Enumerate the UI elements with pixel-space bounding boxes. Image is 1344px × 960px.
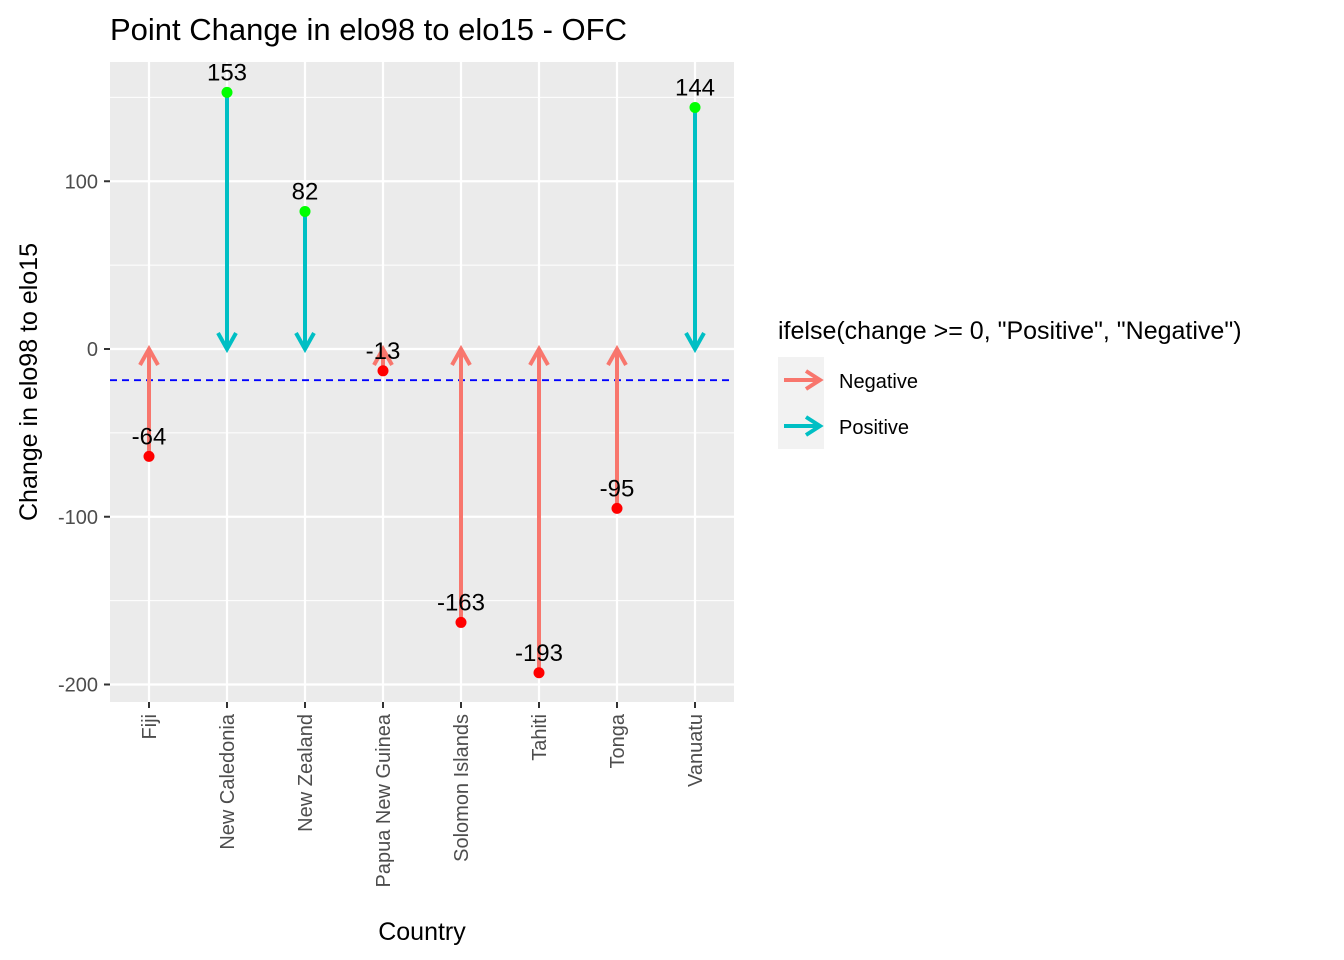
legend-key-background — [778, 357, 824, 449]
data-point — [299, 205, 311, 217]
data-point — [221, 86, 233, 98]
data-label-layer: -64 153 82 -13 -163 -193 -95 144 — [132, 59, 715, 666]
data-label: 153 — [207, 59, 247, 86]
x-tick-label: New Caledonia — [217, 713, 239, 850]
arrow-head — [372, 344, 394, 366]
y-axis: 100 0 -100 -200 — [58, 171, 110, 697]
y-tick-label: -100 — [58, 507, 98, 529]
x-tick-label: Vanuatu — [685, 714, 707, 787]
data-point — [533, 667, 545, 679]
grid-minor — [110, 96, 734, 602]
data-point — [455, 616, 467, 628]
legend-title: ifelse(change >= 0, "Positive", "Negativ… — [778, 317, 1242, 345]
y-tick-label: -200 — [58, 675, 98, 697]
plot-panel — [110, 62, 734, 702]
legend-label: Positive — [839, 417, 909, 439]
x-tick-label: Fiji — [139, 714, 161, 740]
x-tick-label: Papua New Guinea — [373, 713, 395, 887]
y-axis-title: Change in elo98 to elo15 — [15, 243, 43, 521]
arrow-head — [216, 332, 238, 354]
arrow-head — [606, 344, 628, 366]
data-label: -64 — [132, 423, 167, 450]
data-point — [143, 450, 155, 462]
x-tick-label: Solomon Islands — [451, 714, 473, 862]
y-tick-label: 100 — [65, 171, 98, 193]
data-label: -95 — [600, 475, 635, 502]
arrow-head — [294, 332, 316, 354]
data-point — [689, 101, 701, 113]
chart-title: Point Change in elo98 to elo15 - OFC — [110, 12, 627, 47]
data-label: -163 — [437, 589, 485, 616]
data-point — [377, 365, 389, 377]
x-tick-label: Tonga — [607, 713, 629, 768]
data-label: -13 — [366, 338, 401, 365]
legend-items: Negative Positive — [784, 369, 918, 439]
legend-key-arrowhead — [804, 369, 824, 391]
data-label: 82 — [292, 178, 319, 205]
arrow-head — [450, 344, 472, 366]
x-axis: Fiji New Caledonia New Zealand Papua New Gu… — [139, 702, 707, 887]
arrow-head — [684, 332, 706, 354]
arrow-head — [528, 344, 550, 366]
legend-label: Negative — [839, 371, 918, 393]
legend-key-arrowhead — [804, 415, 824, 437]
x-axis-title: Country — [378, 918, 466, 946]
x-tick-label: Tahiti — [529, 714, 551, 761]
data-point — [611, 502, 623, 514]
data-label: -193 — [515, 640, 563, 667]
arrow-head — [138, 344, 160, 366]
y-tick-label: 0 — [87, 339, 98, 361]
point-layer — [143, 86, 701, 679]
legend: ifelse(change >= 0, "Positive", "Negativ… — [778, 317, 1242, 449]
data-label: 144 — [675, 74, 715, 101]
x-tick-label: New Zealand — [295, 714, 317, 832]
